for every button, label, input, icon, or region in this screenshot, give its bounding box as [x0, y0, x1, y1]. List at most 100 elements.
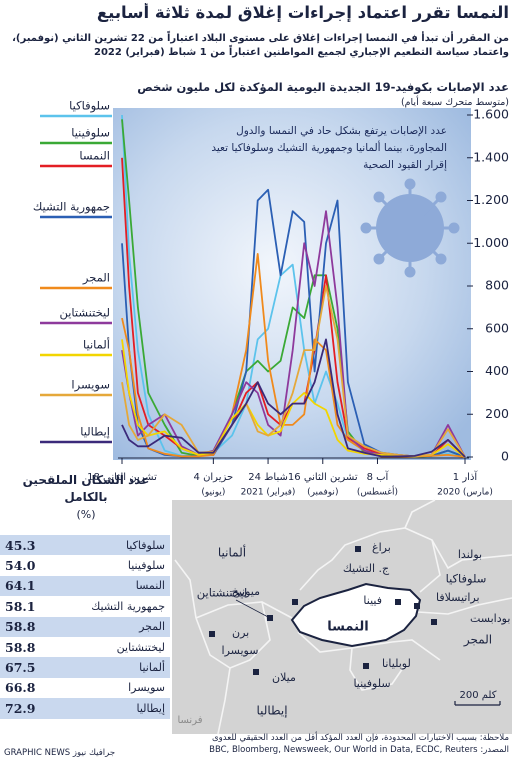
table-value: 54.0 — [5, 558, 36, 574]
legend-label: النمسا — [79, 149, 110, 163]
city-label: براغ — [372, 541, 391, 554]
x-tick-sublabel: 2020 (مارس) — [437, 488, 493, 498]
city-marker — [414, 603, 420, 609]
city-marker — [363, 663, 369, 669]
y-tick-label: 1.200 — [473, 192, 509, 207]
virus-icon — [360, 178, 460, 278]
vaccination-table: 45.3 سلوفاكيا 54.0 سلوفينيا 64.1 النمسا 58.1 جم… — [0, 535, 170, 719]
country-label: سلوفاكيا — [446, 572, 487, 587]
country-label: سويسرا — [222, 644, 259, 657]
country-label: بولندا — [458, 548, 482, 561]
table-row: 72.9 إيطاليا — [0, 698, 170, 719]
borders — [174, 499, 513, 735]
table-country: سلوفاكيا — [125, 538, 165, 552]
table-row: 45.3 سلوفاكيا — [0, 535, 170, 556]
annotation: عدد الإصابات يرتفع بشكل حاد في النمسا وا… — [211, 125, 447, 171]
legend-label: سلوفينيا — [71, 126, 110, 141]
x-tick-label: 8 آب — [367, 470, 390, 483]
table-value: 45.3 — [5, 537, 36, 553]
legend-label: سويسرا — [71, 378, 110, 393]
country-label: إيطاليا — [256, 704, 287, 718]
city-label: فيينا — [363, 594, 382, 607]
country-label: فرنسا — [177, 715, 202, 726]
table-value: 58.8 — [5, 639, 36, 655]
table-country: المجر — [139, 620, 165, 634]
table-country: النمسا — [135, 579, 165, 593]
country-label: النمسا — [327, 620, 368, 635]
legend-label: سلوفاكيا — [69, 99, 110, 114]
legend-label: ألمانيا — [83, 337, 110, 352]
leader — [235, 599, 271, 619]
country-label: المجر — [463, 633, 492, 648]
city-marker — [431, 619, 437, 625]
x-tick-label: 16 تشرين الثاني — [288, 472, 358, 483]
table-row: 67.5 ألمانيا — [0, 657, 170, 678]
chart-title: عدد الإصابات بكوفيد-19 الجديدة اليومية ا… — [137, 80, 509, 94]
table-country: سويسرا — [128, 681, 165, 695]
y-tick-label: 200 — [485, 406, 509, 421]
x-tick-sublabel: (أغسطس) — [357, 486, 398, 498]
country-label: ج. التشيك — [343, 562, 390, 575]
city-marker — [355, 546, 361, 552]
table-value: 58.8 — [5, 619, 36, 635]
table-country: جمهورية التشيك — [91, 599, 165, 613]
city-marker — [395, 599, 401, 605]
legend-label: المجر — [82, 271, 110, 286]
series-line — [121, 338, 466, 458]
city-marker — [292, 599, 298, 605]
plot-background — [113, 108, 471, 460]
y-tick-label: 1.600 — [473, 107, 509, 122]
title: النمسا تقرر اعتماد إجراءات إغلاق لمدة ثل… — [96, 3, 509, 22]
x-tick-sublabel: (نوفمبر) — [307, 488, 338, 498]
table-row: 58.8 ليختنشتاين — [0, 637, 170, 657]
city-label: برن — [232, 626, 249, 639]
legend-label: جمهورية التشيك — [33, 200, 110, 215]
table-value: 64.1 — [5, 578, 36, 594]
x-tick-label: 1 آذار — [453, 470, 479, 483]
table-row: 58.8 المجر — [0, 616, 170, 637]
table-value: 72.9 — [5, 700, 36, 716]
x-tick-sublabel: (يونيو) — [201, 488, 225, 498]
credit: GRAPHIC NEWS جرافيك نيوز — [4, 748, 116, 758]
table-value: 67.5 — [5, 660, 36, 676]
city-label: ميونيخ — [232, 585, 260, 598]
table-country: إيطاليا — [136, 701, 165, 715]
austria-shape — [290, 582, 422, 648]
city-marker — [267, 615, 273, 621]
subtitle: من المقرر أن تبدأ في النمسا إجراءات إغلا… — [12, 33, 509, 58]
x-tick-label: 24 شباط — [248, 472, 288, 483]
y-tick-label: 1.400 — [473, 149, 509, 164]
map: بولندا ألمانيا ج. التشيك سلوفاكيا النمسا المج… — [172, 499, 513, 735]
x-tick-label: 4 حزيران — [194, 472, 234, 483]
note: ملاحظة: بسبب الاختبارات المحدودة، فإن ال… — [212, 733, 509, 743]
table-row: 54.0 سلوفينيا — [0, 555, 170, 575]
table-country: سلوفينيا — [127, 559, 165, 573]
table-title: عدد السكان الملقحين بالكامل — [22, 473, 150, 504]
city-label: ميلان — [272, 671, 296, 684]
city-label: لوبليانا — [382, 657, 411, 670]
y-tick-label: 800 — [485, 278, 509, 293]
table-value: 58.1 — [5, 598, 36, 614]
country-label: ألمانيا — [218, 545, 246, 560]
chart-subtitle: (متوسط متحرك سبعة أيام) — [400, 97, 509, 108]
y-tick-label: 400 — [485, 363, 509, 378]
city-label: بودابست — [470, 612, 510, 625]
table-row: 66.8 سويسرا — [0, 678, 170, 698]
source: المصدر: BBC, Bloomberg, Newsweek, Our Wo… — [209, 745, 509, 755]
y-tick-label: 600 — [485, 320, 509, 335]
scale-label: 200 كلم — [460, 690, 497, 701]
table-country: ليختنشتاين — [116, 640, 165, 654]
table-row: 64.1 النمسا — [0, 575, 170, 597]
y-tick-label: 0 — [501, 449, 509, 464]
legend-label: ليختنشتاين — [59, 306, 110, 321]
table-row: 58.1 جمهورية التشيك — [0, 596, 170, 616]
scale-bar — [454, 701, 501, 706]
x-tick-label: 18 تشرين الثاني — [87, 472, 157, 483]
y-tick-label: 1.000 — [473, 235, 509, 250]
city-label: براتيسلافا — [436, 591, 480, 604]
city-marker — [253, 669, 259, 675]
x-tick-sublabel: 2021 (فبراير) — [241, 488, 296, 498]
table-value: 66.8 — [5, 680, 36, 696]
